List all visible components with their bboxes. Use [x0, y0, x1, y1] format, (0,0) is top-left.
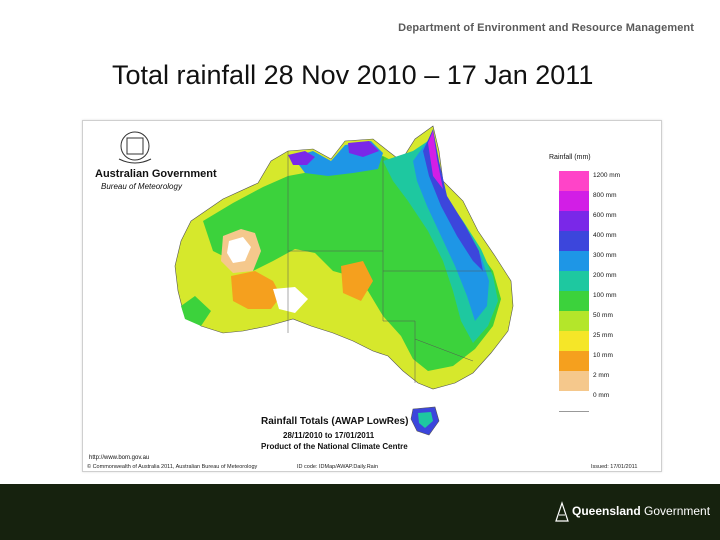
region-800mm [428, 131, 443, 189]
caption-product: Product of the National Climate Centre [261, 442, 408, 451]
caption-dates: 28/11/2010 to 17/01/2011 [283, 431, 375, 440]
region-topend-600 [288, 151, 315, 165]
legend-title: Rainfall (mm) [549, 154, 591, 161]
region-southwest [181, 296, 211, 326]
queensland-logo-icon [555, 501, 569, 522]
bom-url: http://www.bom.gov.au [89, 455, 150, 461]
region-arnhem-600 [348, 141, 379, 157]
legend-swatch [559, 171, 589, 192]
legend-swatch [559, 351, 589, 372]
legend-label: 2 mm [593, 372, 610, 379]
department-name: Department of Environment and Resource M… [398, 22, 694, 34]
border-nsw-vic [414, 338, 474, 362]
legend-label: 10 mm [593, 352, 613, 359]
footer-id: ID code: IDMap/AWAP.Daily.Rain [297, 464, 379, 470]
legend-label: 800 mm [593, 192, 617, 199]
brand-rest: Government [640, 504, 711, 518]
legend-label: 600 mm [593, 212, 617, 219]
legend-label: 1200 mm [593, 172, 621, 179]
legend-label: 50 mm [593, 312, 613, 319]
legend-label: 200 mm [593, 272, 617, 279]
logo-line1: Australian Government [95, 168, 217, 180]
australia-rainfall-map [118, 125, 514, 436]
border-qld-sa [382, 157, 416, 383]
legend-swatch [559, 271, 589, 292]
legend-swatch [559, 191, 589, 212]
legend-swatch [559, 391, 589, 412]
legend-swatch [559, 211, 589, 232]
footer-copyright: © Commonwealth of Australia 2011, Austra… [87, 464, 258, 470]
logo-line2: Bureau of Meteorology [101, 182, 182, 191]
region-0mm-west [227, 237, 251, 263]
rainfall-map-panel: Australian Government Bureau of Meteorol… [82, 120, 662, 472]
footer-issued: Issued: 17/01/2011 [591, 464, 638, 470]
region-10mm-central [341, 261, 373, 301]
legend-label: 0 mm [593, 392, 610, 399]
legend-swatch [559, 291, 589, 312]
legend-swatch [559, 371, 589, 392]
region-300mm [413, 139, 489, 321]
region-0mm-south [273, 287, 308, 313]
legend-label: 400 mm [593, 232, 617, 239]
legend-label: 100 mm [593, 292, 617, 299]
legend-swatch [559, 311, 589, 332]
brand-bold: Queensland [572, 504, 641, 518]
legend-swatch [559, 251, 589, 272]
caption-title: Rainfall Totals (AWAP LowRes) [261, 416, 409, 427]
queensland-government-brand: Queensland Government [572, 504, 710, 518]
legend-swatch [559, 331, 589, 352]
legend-label: 300 mm [593, 252, 617, 259]
coat-of-arms-icon [118, 131, 152, 164]
legend-swatch [559, 231, 589, 252]
slide-title: Total rainfall 28 Nov 2010 – 17 Jan 2011 [112, 60, 594, 90]
legend-label: 25 mm [593, 332, 613, 339]
region-10mm-west [231, 271, 281, 309]
footer-bar [0, 484, 720, 540]
